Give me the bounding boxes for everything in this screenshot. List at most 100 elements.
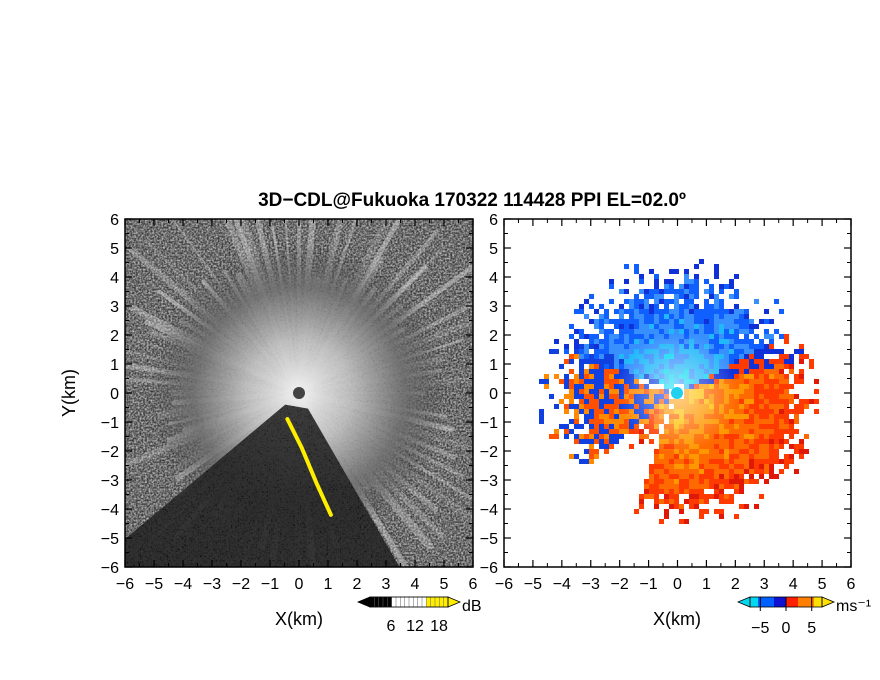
velocity-cell	[584, 394, 589, 399]
velocity-cell	[774, 389, 779, 394]
velocity-cell	[729, 439, 734, 444]
velocity-cell	[734, 369, 739, 374]
velocity-cell	[644, 484, 649, 489]
velocity-cell	[609, 389, 614, 394]
velocity-cell	[714, 314, 719, 319]
velocity-cell	[729, 324, 734, 329]
velocity-cell	[639, 304, 644, 309]
velocity-cell	[624, 349, 629, 354]
y-tick-label: −5	[480, 531, 498, 548]
x-tick-label: −1	[261, 576, 279, 593]
velocity-cell	[614, 359, 619, 364]
velocity-cell	[664, 304, 669, 309]
velocity-cell	[749, 399, 754, 404]
velocity-cell	[679, 319, 684, 324]
velocity-cell	[694, 474, 699, 479]
velocity-cell	[769, 409, 774, 414]
velocity-cell	[669, 499, 674, 504]
velocity-cell	[564, 384, 569, 389]
velocity-cell	[604, 334, 609, 339]
x-tick-label: −2	[232, 576, 250, 593]
velocity-cell	[584, 449, 589, 454]
velocity-cell	[739, 409, 744, 414]
velocity-cell	[784, 464, 789, 469]
velocity-cell	[739, 384, 744, 389]
velocity-cell	[674, 299, 679, 304]
velocity-cell	[689, 294, 694, 299]
velocity-cell	[609, 299, 614, 304]
velocity-cell	[754, 469, 759, 474]
colorbar-segment	[778, 597, 783, 607]
velocity-cell	[584, 419, 589, 424]
velocity-cell	[594, 374, 599, 379]
velocity-cell	[794, 429, 799, 434]
velocity-cell	[579, 329, 584, 334]
velocity-cell	[744, 324, 749, 329]
velocity-cell	[704, 319, 709, 324]
velocity-cell	[739, 474, 744, 479]
velocity-cell	[754, 424, 759, 429]
x-tick-label: −3	[203, 576, 221, 593]
velocity-cell	[774, 359, 779, 364]
velocity-cell	[749, 354, 754, 359]
velocity-cell	[669, 464, 674, 469]
velocity-cell	[674, 454, 679, 459]
velocity-cell	[689, 324, 694, 329]
velocity-cell	[739, 484, 744, 489]
velocity-cell	[664, 299, 669, 304]
velocity-cell	[664, 279, 669, 284]
velocity-cell	[699, 489, 704, 494]
velocity-cell	[744, 469, 749, 474]
velocity-cell	[659, 454, 664, 459]
velocity-cell	[744, 354, 749, 359]
velocity-cell	[634, 299, 639, 304]
velocity-cell	[774, 424, 779, 429]
velocity-cell	[659, 309, 664, 314]
velocity-cell	[679, 484, 684, 489]
velocity-cell	[739, 459, 744, 464]
velocity-cell	[744, 419, 749, 424]
velocity-cell	[684, 469, 689, 474]
velocity-cell	[804, 354, 809, 359]
x-tick-label: −5	[524, 576, 542, 593]
velocity-cell	[584, 389, 589, 394]
velocity-cell	[579, 369, 584, 374]
velocity-cell	[589, 374, 594, 379]
velocity-cell	[674, 489, 679, 494]
x-tick-label: 2	[353, 576, 362, 593]
velocity-cell	[614, 344, 619, 349]
velocity-cell	[779, 364, 784, 369]
velocity-cell	[609, 284, 614, 289]
velocity-cell	[704, 324, 709, 329]
velocity-cell	[814, 389, 819, 394]
velocity-cell	[649, 334, 654, 339]
velocity-cell	[634, 264, 639, 269]
velocity-cell	[729, 494, 734, 499]
velocity-cell	[759, 414, 764, 419]
velocity-cell	[749, 394, 754, 399]
velocity-cell	[699, 454, 704, 459]
velocity-cell	[604, 394, 609, 399]
velocity-cell	[734, 324, 739, 329]
velocity-cell	[609, 399, 614, 404]
velocity-cell	[604, 384, 609, 389]
velocity-cell	[614, 374, 619, 379]
velocity-cell	[714, 319, 719, 324]
velocity-cell	[709, 494, 714, 499]
velocity-cell	[709, 289, 714, 294]
velocity-cell	[714, 439, 719, 444]
velocity-cell	[679, 509, 684, 514]
velocity-cell	[744, 339, 749, 344]
velocity-cell	[634, 294, 639, 299]
velocity-cell	[794, 414, 799, 419]
velocity-cell	[684, 294, 689, 299]
velocity-cell	[694, 279, 699, 284]
velocity-cell	[614, 319, 619, 324]
velocity-cell	[714, 454, 719, 459]
velocity-cell	[684, 289, 689, 294]
velocity-cell	[584, 369, 589, 374]
velocity-cell	[744, 359, 749, 364]
velocity-cell	[769, 369, 774, 374]
velocity-cell	[744, 454, 749, 459]
velocity-cell	[539, 379, 544, 384]
